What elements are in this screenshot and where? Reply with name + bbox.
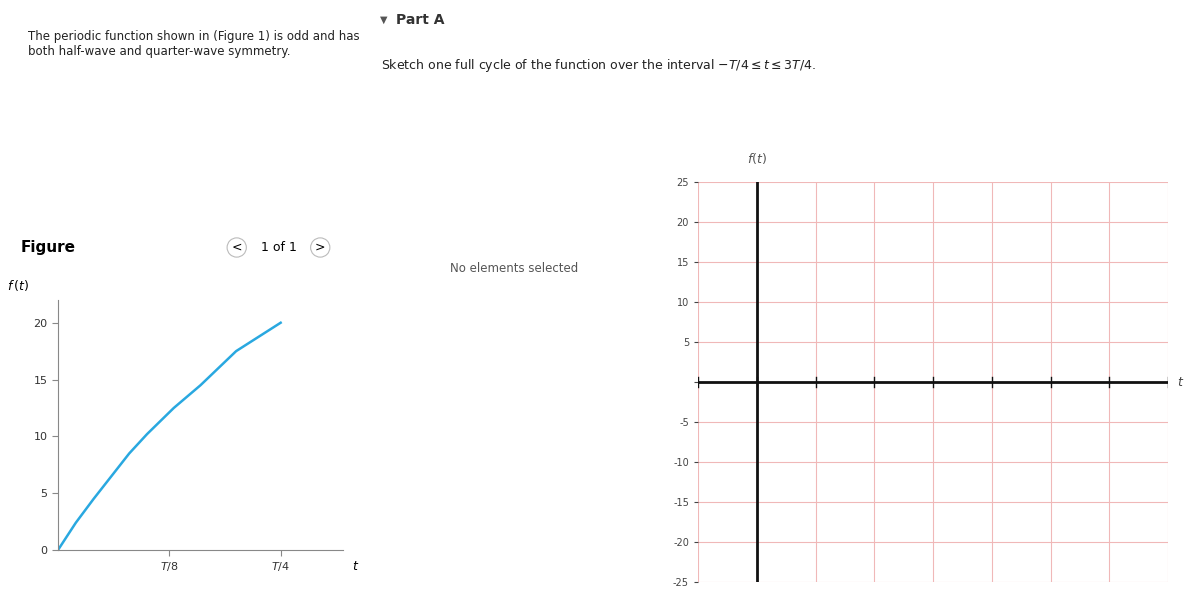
Text: Figure: Figure [21, 240, 76, 255]
Text: $f\,(t)$: $f\,(t)$ [7, 278, 28, 293]
Circle shape [1034, 113, 1136, 119]
Text: ▼: ▼ [380, 15, 387, 25]
Text: $f(t)$: $f(t)$ [747, 151, 767, 166]
Text: >: > [315, 241, 325, 254]
Text: Sketch one full cycle of the function over the interval $-T/4 \leq t \leq 3T/4$.: Sketch one full cycle of the function ov… [381, 56, 817, 73]
Text: No elements selected: No elements selected [450, 262, 578, 275]
Circle shape [472, 112, 584, 119]
Text: Part A: Part A [396, 13, 445, 27]
Text: <: < [231, 241, 242, 254]
Circle shape [1102, 113, 1187, 119]
Text: $t$: $t$ [1176, 376, 1185, 388]
Circle shape [1069, 113, 1172, 119]
Text: 1 of 1: 1 of 1 [260, 241, 297, 254]
Circle shape [437, 112, 548, 119]
Text: The periodic function shown in (Figure 1) is odd and has
both half-wave and quar: The periodic function shown in (Figure 1… [27, 30, 360, 58]
Circle shape [364, 112, 475, 119]
Text: $t$: $t$ [351, 560, 358, 573]
Circle shape [402, 112, 513, 119]
